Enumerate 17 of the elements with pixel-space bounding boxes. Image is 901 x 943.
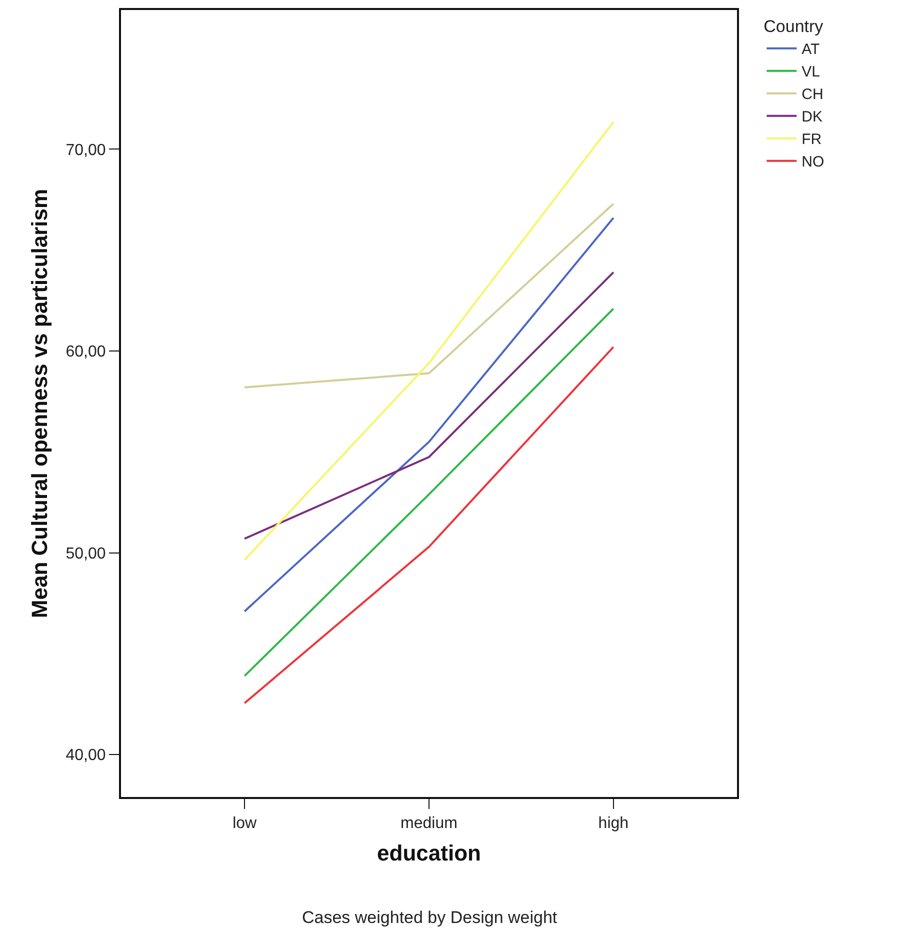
x-tick-label: high xyxy=(598,815,629,832)
legend-label: NO xyxy=(802,154,824,171)
legend-label: AT xyxy=(802,41,820,58)
legend-label: DK xyxy=(802,108,822,126)
text: Cases weighted by Design weight xyxy=(302,908,558,927)
legend-label: VL xyxy=(802,64,820,81)
y-axis-title: Mean Cultural openness vs particularism xyxy=(27,188,52,618)
y-tick-label: 60,00 xyxy=(66,344,106,361)
legend-label: CH xyxy=(802,86,824,104)
y-tick-label: 70,00 xyxy=(66,142,106,159)
y-tick-label: 50,00 xyxy=(66,545,106,562)
legend-label: FR xyxy=(802,131,822,148)
x-tick-label: low xyxy=(232,815,258,832)
x-tick-label: medium xyxy=(400,815,458,832)
y-tick-label: 40,00 xyxy=(66,747,106,764)
legend-title: Country xyxy=(764,17,824,36)
x-axis-title: education xyxy=(377,840,481,866)
